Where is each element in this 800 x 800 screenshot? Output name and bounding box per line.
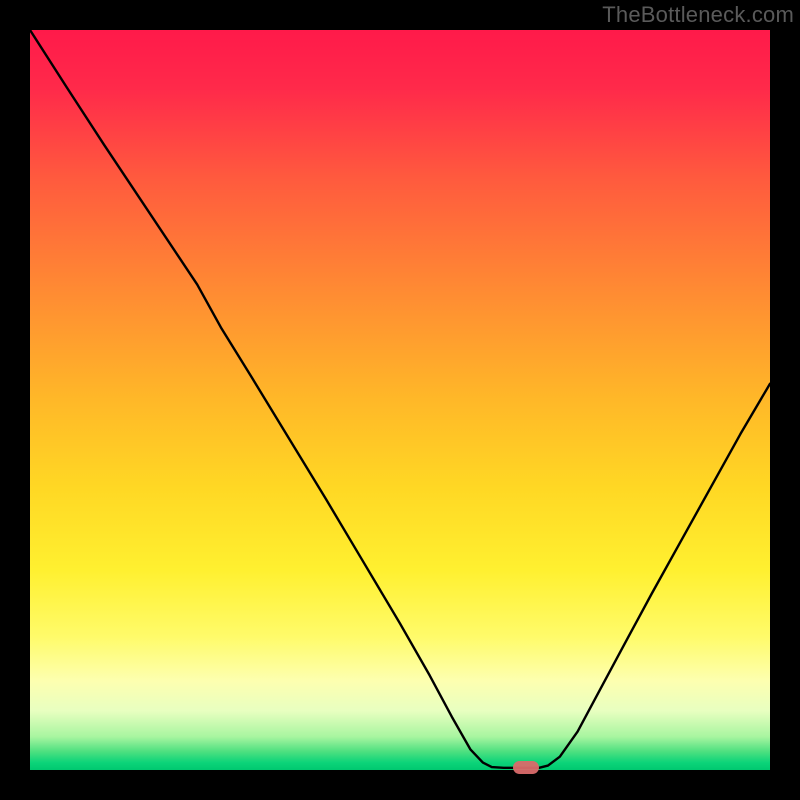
chart-plot-area [30,30,770,770]
chart-background-gradient [30,30,770,770]
watermark-text: TheBottleneck.com [602,2,794,28]
chart-minimum-marker [513,761,539,774]
